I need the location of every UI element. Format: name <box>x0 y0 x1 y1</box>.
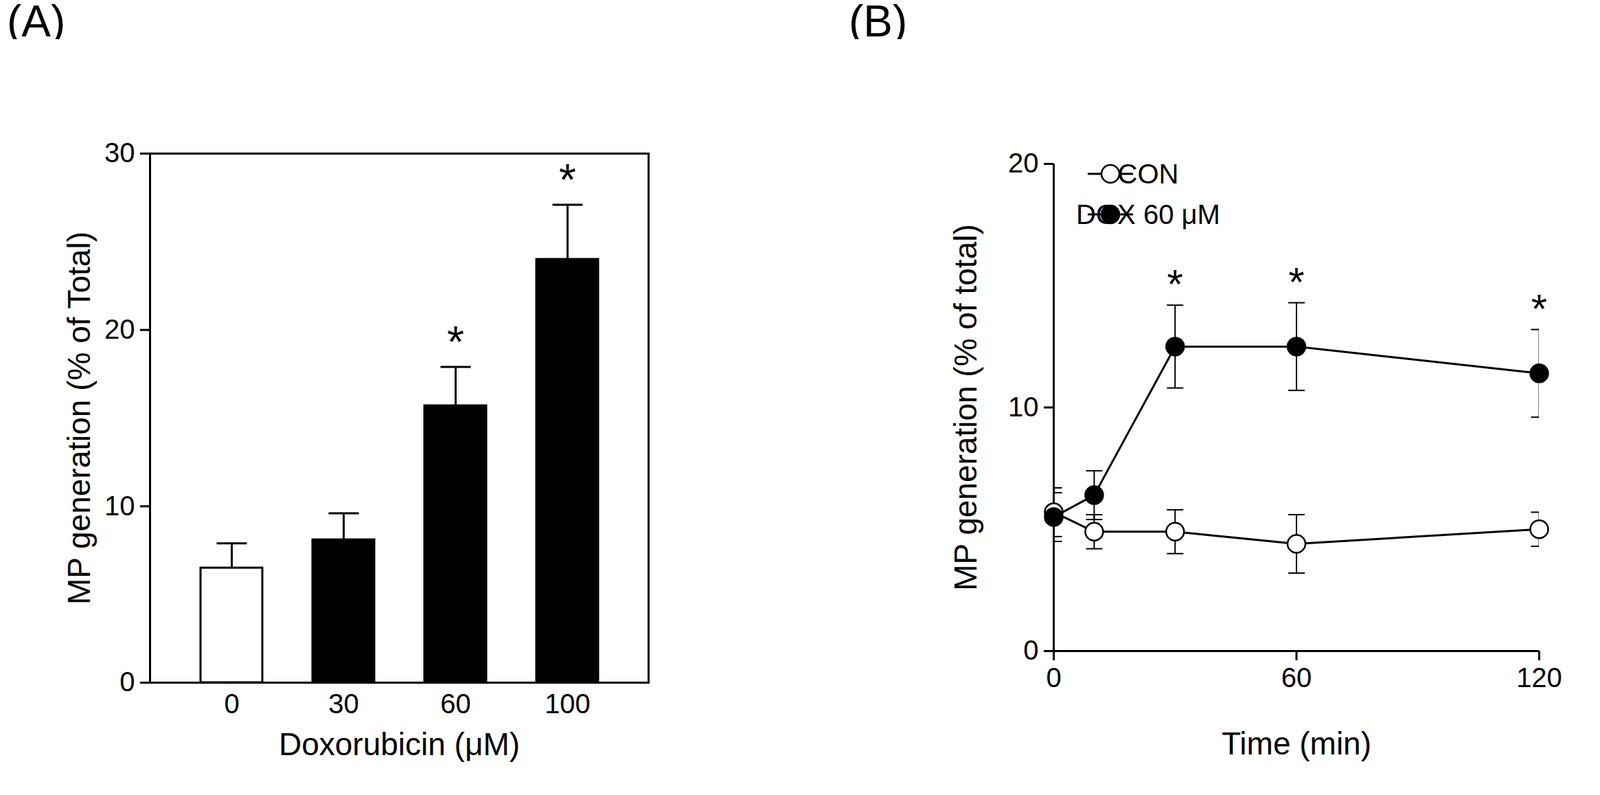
svg-text:*: * <box>1288 258 1305 305</box>
svg-text:0: 0 <box>1023 634 1039 665</box>
svg-text:Time (min): Time (min) <box>1221 725 1372 761</box>
svg-text:60: 60 <box>440 688 472 719</box>
svg-text:10: 10 <box>1008 391 1039 422</box>
svg-text:*: * <box>558 155 577 205</box>
svg-text:DOX 60 μM: DOX 60 μM <box>1076 199 1221 230</box>
svg-text:30: 30 <box>104 137 136 168</box>
svg-text:120: 120 <box>1516 661 1563 693</box>
svg-text:0: 0 <box>119 666 135 697</box>
svg-text:60: 60 <box>1281 661 1313 693</box>
svg-text:20: 20 <box>1008 147 1039 178</box>
svg-text:20: 20 <box>104 313 136 345</box>
svg-text:*: * <box>447 317 465 367</box>
svg-text:0: 0 <box>223 688 239 719</box>
svg-text:Doxorubicin (μM): Doxorubicin (μM) <box>278 725 520 762</box>
svg-text:MP generation (% of Total): MP generation (% of Total) <box>61 231 97 605</box>
svg-text:*: * <box>1531 285 1548 332</box>
svg-text:100: 100 <box>544 688 591 719</box>
svg-text:10: 10 <box>104 490 136 521</box>
svg-text:CON: CON <box>1117 158 1180 189</box>
svg-text:*: * <box>1167 260 1184 307</box>
svg-text:0: 0 <box>1045 661 1061 693</box>
svg-text:MP generation (% of total): MP generation (% of total) <box>947 223 984 591</box>
svg-text:30: 30 <box>328 688 360 719</box>
